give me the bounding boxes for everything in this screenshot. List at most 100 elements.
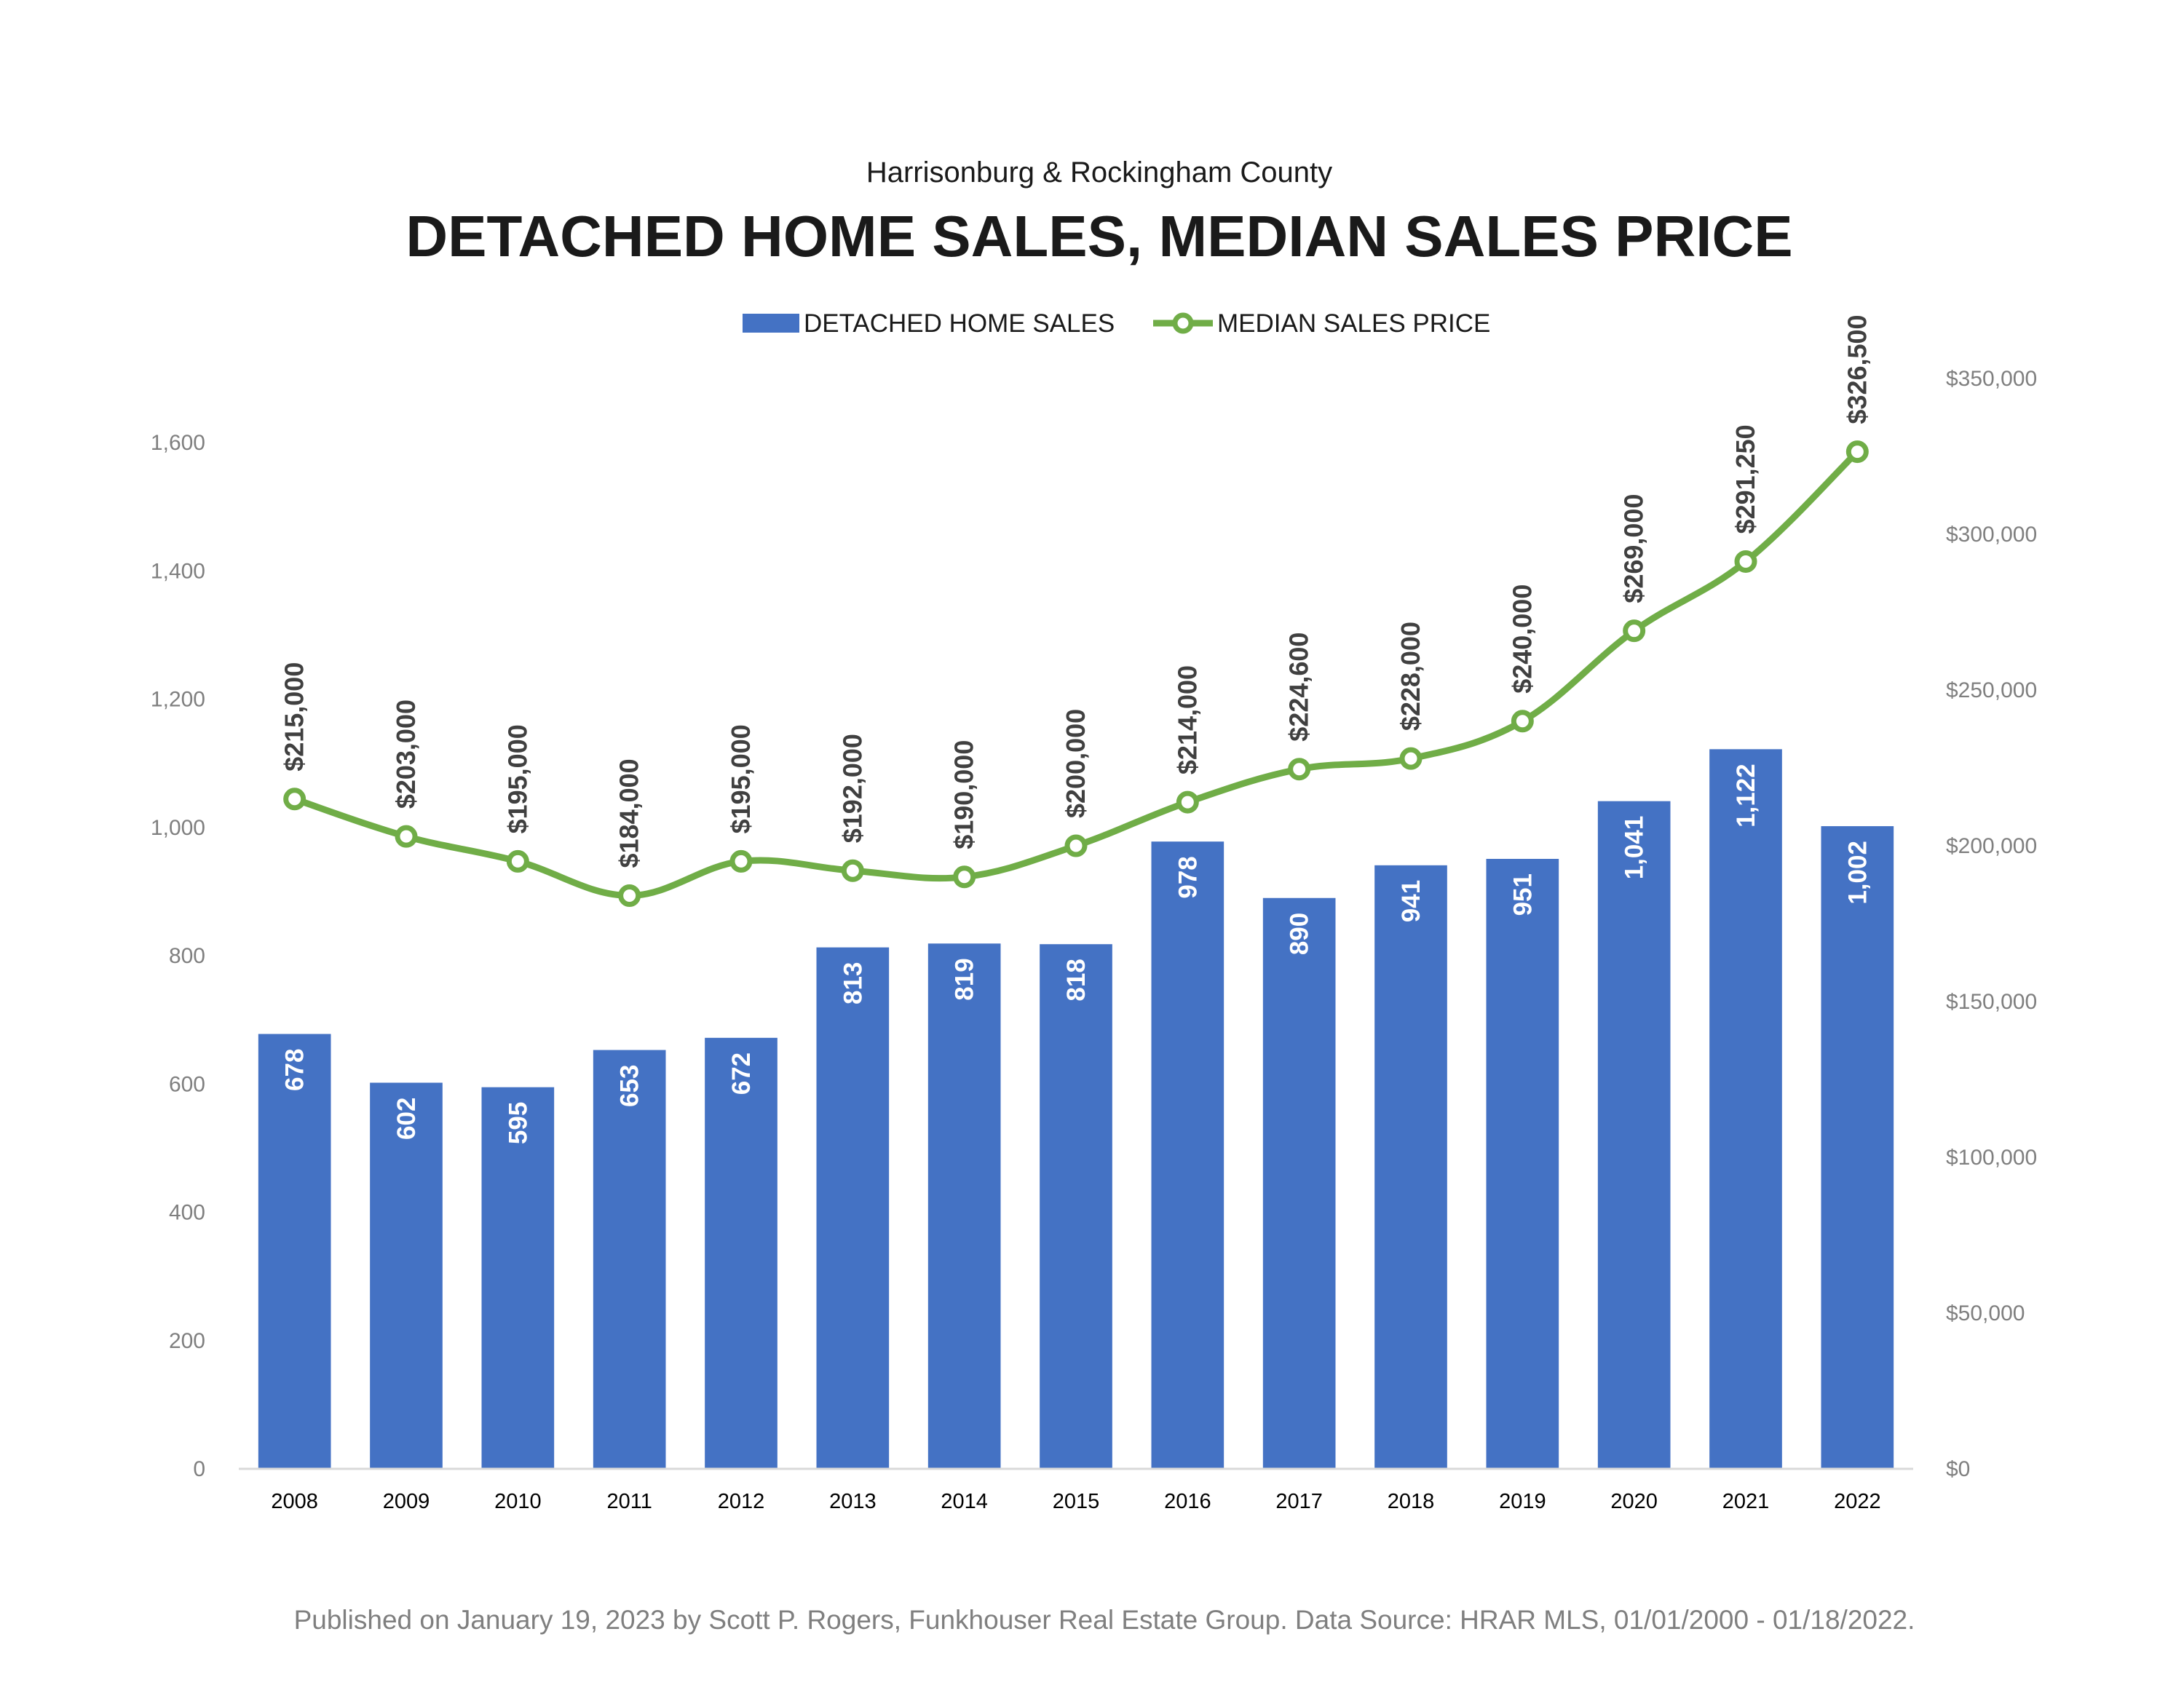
line-point <box>618 884 641 907</box>
bar <box>481 1087 555 1469</box>
x-axis-tick-label: 2017 <box>1275 1490 1323 1513</box>
bar <box>593 1050 666 1469</box>
x-axis-tick-label: 2011 <box>606 1490 652 1513</box>
left-axis: 0 200 400 600 800 1,000 1,200 1,400 1,600 <box>151 431 205 1481</box>
x-axis-tick-label: 2013 <box>829 1490 877 1513</box>
left-axis-tick-label: 1,600 <box>151 431 205 455</box>
x-axis-tick-label: 2018 <box>1388 1490 1435 1513</box>
x-axis-tick-label: 2015 <box>1053 1490 1100 1513</box>
x-axis-tick-label: 2008 <box>271 1490 318 1513</box>
right-axis-tick-label: $50,000 <box>1946 1301 2025 1325</box>
price-value-label: $269,000 <box>1619 494 1649 603</box>
footer-note: Published on January 19, 2023 by Scott P… <box>294 1605 1915 1635</box>
right-axis-tick-label: $100,000 <box>1946 1146 2037 1170</box>
x-axis-tick-label: 2010 <box>494 1490 542 1513</box>
price-value-label: $228,000 <box>1396 622 1425 731</box>
bar-value-label: 672 <box>727 1052 756 1095</box>
price-value-label: $184,000 <box>614 758 644 868</box>
bar <box>705 1037 778 1469</box>
bar-value-label: 1,122 <box>1732 764 1760 828</box>
price-value-label: $195,000 <box>502 724 532 833</box>
x-axis-tick-label: 2021 <box>1722 1490 1770 1513</box>
bar-labels: 678 602 595 653 672 813 819 818 978 890 941 951 1,04… <box>281 764 1872 1144</box>
right-axis-tick-label: $250,000 <box>1946 678 2037 702</box>
price-value-label: $215,000 <box>280 662 309 772</box>
bar-value-label: 1,041 <box>1621 816 1649 880</box>
bar-value-label: 653 <box>616 1065 644 1107</box>
left-axis-tick-label: 1,400 <box>151 559 205 583</box>
right-axis: $0 $50,000 $100,000 $150,000 $200,000 $250,00… <box>1946 367 2037 1481</box>
price-value-label: $214,000 <box>1172 665 1202 774</box>
line-point <box>1399 747 1423 770</box>
left-axis-tick-label: 0 <box>193 1457 205 1481</box>
line-point <box>1845 440 1869 464</box>
left-axis-tick-label: 200 <box>169 1329 205 1353</box>
line-point <box>1511 710 1534 733</box>
price-value-label: $190,000 <box>949 740 979 849</box>
bar-value-label: 951 <box>1508 873 1537 916</box>
right-axis-tick-label: $300,000 <box>1946 523 2037 547</box>
bar-value-label: 890 <box>1286 913 1314 955</box>
bar-value-label: 941 <box>1397 880 1425 922</box>
price-value-label: $200,000 <box>1061 709 1091 818</box>
legend: DETACHED HOME SALES MEDIAN SALES PRICE <box>743 309 1490 338</box>
price-value-label: $224,600 <box>1284 633 1314 742</box>
right-axis-tick-label: $150,000 <box>1946 990 2037 1014</box>
right-axis-tick-label: $0 <box>1946 1457 1970 1481</box>
legend-swatch-bars <box>743 314 799 333</box>
line-point <box>841 859 864 882</box>
line-point <box>1064 834 1088 857</box>
line-point <box>1734 550 1757 573</box>
left-axis-tick-label: 400 <box>169 1201 205 1225</box>
bar <box>1374 865 1447 1469</box>
line-point <box>1623 619 1646 643</box>
legend-label-bars: DETACHED HOME SALES <box>804 309 1115 338</box>
bar-value-label: 818 <box>1062 959 1091 1001</box>
bar <box>1709 749 1782 1469</box>
x-axis-tick-label: 2016 <box>1164 1490 1211 1513</box>
x-axis-tick-label: 2012 <box>718 1490 765 1513</box>
price-value-label: $326,500 <box>1842 314 1872 424</box>
bar-value-label: 602 <box>392 1098 421 1140</box>
line-point <box>506 849 529 873</box>
legend-swatch-marker <box>1172 312 1194 334</box>
right-axis-tick-label: $200,000 <box>1946 834 2037 858</box>
line-point <box>283 788 306 811</box>
price-value-label: $240,000 <box>1507 584 1537 694</box>
chart-subtitle: Harrisonburg & Rockingham County <box>866 156 1332 189</box>
legend-label-line: MEDIAN SALES PRICE <box>1217 309 1490 338</box>
line-point <box>1288 758 1311 781</box>
chart-title: DETACHED HOME SALES, MEDIAN SALES PRICE <box>405 204 1792 269</box>
line-point <box>1176 790 1199 814</box>
bar-series <box>258 749 1894 1469</box>
bar-value-label: 1,002 <box>1843 841 1872 905</box>
price-value-label: $291,250 <box>1730 424 1760 534</box>
left-axis-tick-label: 800 <box>169 944 205 968</box>
right-axis-tick-label: $350,000 <box>1946 367 2037 391</box>
bar <box>816 947 890 1469</box>
left-axis-tick-label: 600 <box>169 1072 205 1096</box>
bar <box>1040 944 1112 1469</box>
x-axis-tick-label: 2009 <box>383 1490 430 1513</box>
left-axis-tick-label: 1,000 <box>151 816 205 840</box>
price-labels: $215,000 $203,000 $195,000 $184,000 $195,000… <box>280 314 1872 868</box>
line-point <box>953 865 976 889</box>
left-axis-tick-label: 1,200 <box>151 688 205 712</box>
bar <box>258 1034 331 1469</box>
bar-value-label: 595 <box>504 1102 532 1144</box>
line-point <box>729 849 753 873</box>
x-axis-tick-label: 2020 <box>1610 1490 1658 1513</box>
line-point <box>395 825 418 848</box>
bar <box>1821 826 1894 1469</box>
x-axis-tick-label: 2019 <box>1499 1490 1546 1513</box>
x-axis: 2008 2009 2010 2011 2012 2013 2014 2015 2016 2017… <box>271 1490 1880 1513</box>
bar <box>1151 841 1224 1469</box>
price-value-label: $192,000 <box>837 734 867 843</box>
x-axis-tick-label: 2022 <box>1834 1490 1881 1513</box>
bar-value-label: 678 <box>281 1049 309 1091</box>
bar <box>1597 801 1671 1469</box>
price-value-label: $203,000 <box>391 699 421 809</box>
x-axis-tick-label: 2014 <box>941 1490 988 1513</box>
